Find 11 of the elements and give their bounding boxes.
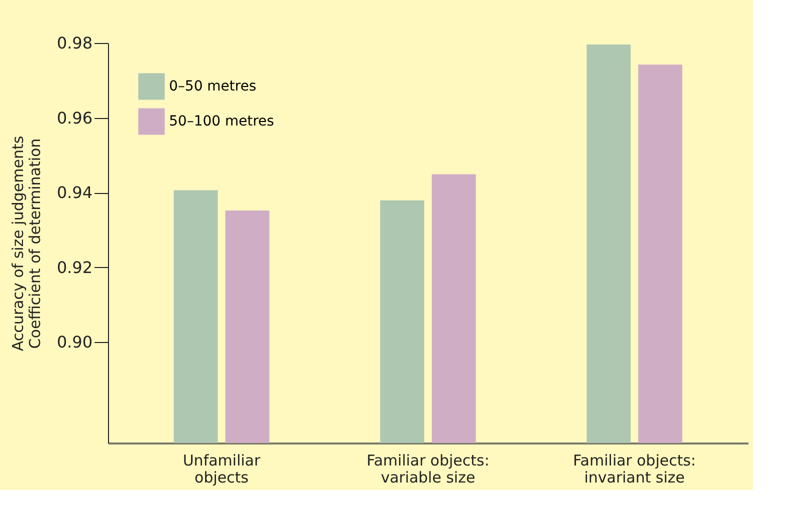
legend-label: 0–50 metres — [169, 78, 256, 94]
y-tick-label: 0.96 — [56, 108, 92, 128]
legend-label: 50–100 metres — [169, 114, 274, 130]
y-tick-label: 0.92 — [56, 258, 92, 277]
x-tick-label: Familiar objects: variable size — [366, 452, 490, 486]
x-tick-label: Unfamiliar objects — [182, 452, 262, 486]
y-axis-title: Accuracy of size judgements Coefficient of determination — [8, 136, 44, 352]
y-tick-label: 0.94 — [56, 183, 92, 202]
y-tick-label: 0.98 — [56, 34, 92, 52]
x-tick-label: Familiar objects: invariant size — [573, 452, 696, 486]
y-tick-label: 0.90 — [56, 332, 92, 352]
